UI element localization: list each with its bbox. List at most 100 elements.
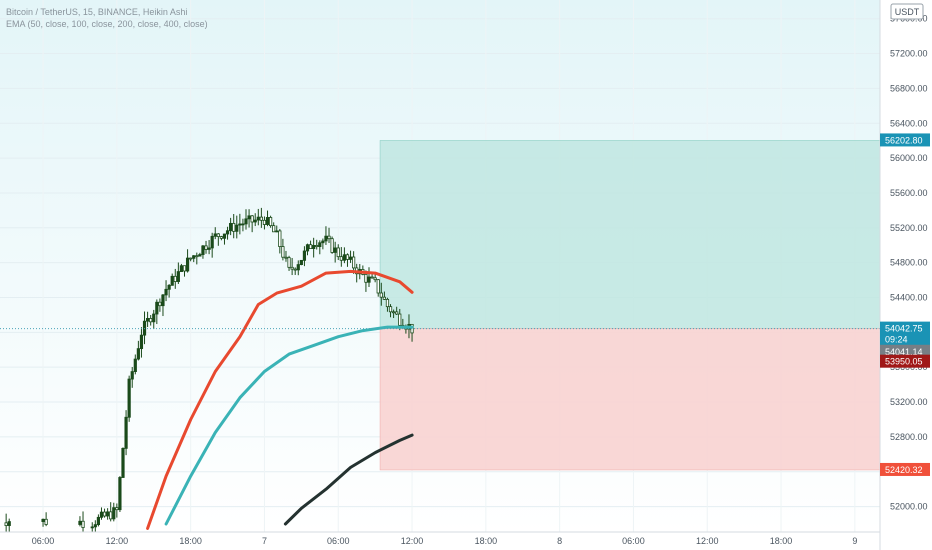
candle-body [367,276,371,283]
candle-body [207,247,211,250]
candle-body [121,447,125,478]
candle-body [189,257,193,260]
candle-body [106,511,110,517]
price-axis[interactable]: 57600.0057200.0056800.0056400.0056000.00… [890,14,928,512]
time-tick-label: 18:00 [179,536,202,546]
candle-body [173,275,177,282]
candle-body [281,246,285,258]
entry-price-text: 54042.75 [885,324,923,334]
candle-body [345,254,350,260]
candle-body [373,277,377,281]
candle-body [229,222,233,232]
candle-body [278,230,282,247]
price-labels: 56202.8054042.7509:2454041.1453950.05524… [880,133,930,476]
time-tick-label: 06:00 [327,536,350,546]
candle-body [235,224,239,232]
candle-body [185,257,190,272]
candle-body [324,235,328,242]
target-zone[interactable] [379,140,881,329]
svg-text:54041.14: 54041.14 [885,347,923,357]
candle-body [388,306,393,313]
candle-body [44,518,48,525]
candle-body [305,244,310,252]
candle-body [284,256,288,259]
candle-body [161,294,165,307]
candle-body [78,520,82,525]
candle-body [158,301,162,307]
price-tick-label: 52000.00 [890,502,928,512]
candle-body [327,235,331,240]
candle-body [265,217,270,225]
candle-body [370,276,374,279]
price-tick-label: 56000.00 [890,153,928,163]
candle-body [275,230,279,233]
entry-timer-text: 09:24 [885,335,908,345]
candle-body [4,522,8,526]
candle-body [247,215,251,220]
candle-body [99,511,104,518]
candle-body [195,255,199,258]
candle-body [118,477,122,511]
ema-lines [146,269,414,530]
candle-body [213,233,217,237]
candle-body [90,526,94,529]
time-tick-label: 7 [262,536,267,546]
price-tick-label: 53200.00 [890,397,928,407]
price-tick-label: 55200.00 [890,223,928,233]
candle-body [379,292,383,298]
time-tick-label: 18:00 [770,536,793,546]
candle-body [256,216,260,221]
svg-text:53950.05: 53950.05 [885,357,923,367]
candle-body [262,219,267,225]
candle-body [238,223,242,226]
price-tick-label: 56800.00 [890,83,928,93]
candle-body [342,254,347,261]
time-axis[interactable]: 06:00 12:00 18:00 7 06:00 12:00 18:00 8 06:00 12:… [32,536,858,546]
candle-body [136,348,140,360]
time-axis-background [0,532,880,550]
svg-text:56202.80: 56202.80 [885,135,923,145]
candle-body [296,264,300,271]
candle-body [115,507,119,511]
candle-body [293,268,297,271]
time-tick-label: 06:00 [622,536,645,546]
candle-body [164,288,168,296]
candle-body [179,265,184,272]
price-tick-label: 55600.00 [890,188,928,198]
candle-body [130,371,134,380]
candle-body [93,524,97,528]
candle-body [133,358,137,372]
ema-line [146,269,414,530]
currency-badge[interactable]: USDT [890,3,924,20]
candle-body [395,311,399,315]
stop-zone[interactable] [379,328,881,471]
candle-body [170,275,174,286]
ema-line [164,325,414,526]
candle-body [182,265,187,272]
candle-body [102,511,107,517]
candle-body [7,521,11,526]
price-tick-label: 57200.00 [890,49,928,59]
candle-body [253,219,257,223]
candle-body [385,298,390,308]
candle-body [155,301,159,315]
candle-body [398,313,402,326]
candle-body [382,296,386,300]
candle-body [364,273,368,283]
candle-body [244,218,248,225]
candle-body [333,247,337,253]
candle-body [272,225,276,233]
time-tick-label: 12:00 [696,536,719,546]
candle-body [268,217,273,227]
candle-body [299,259,303,265]
candle-body [112,507,116,520]
candle-body [232,222,236,232]
price-axis-background [880,0,932,550]
candle-body [149,318,153,323]
candle-body [348,256,353,260]
candle-body [391,311,396,314]
candle-body [318,242,322,248]
candle-body [259,216,263,221]
current-price-label: 54041.14 [880,344,930,358]
